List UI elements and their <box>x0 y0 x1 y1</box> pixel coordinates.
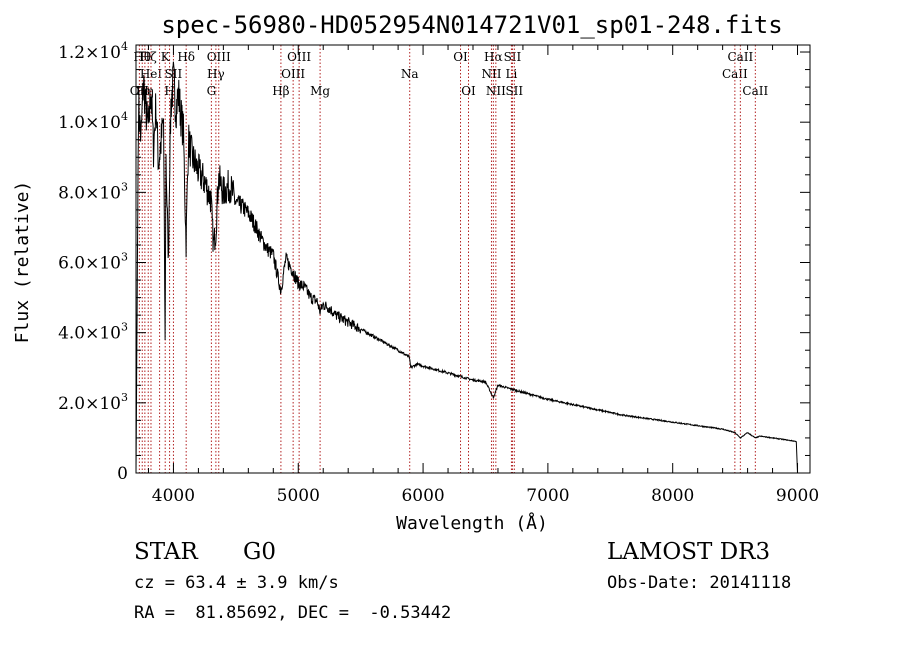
redshift-text: cz = 63.4 ± 3.9 km/s <box>134 573 339 593</box>
x-tick-label: 8000 <box>651 486 694 506</box>
spectral-line-label: SII <box>505 84 523 98</box>
x-tick-label: 9000 <box>776 486 819 506</box>
x-axis-label: Wavelength (Å) <box>396 512 548 534</box>
spectrum-chart: spec-56980-HD052954N014721V01_sp01-248.f… <box>12 11 819 534</box>
x-tick-label: 7000 <box>526 486 569 506</box>
spectral-line-label: Hα <box>484 50 503 64</box>
spectral-line-label: CaII <box>722 67 748 81</box>
spectral-line-label: Hζ <box>140 50 157 64</box>
y-tick-label: 6.0×103 <box>58 251 128 274</box>
x-tick-label: 6000 <box>401 486 444 506</box>
spectral-line-label: OI <box>461 84 476 98</box>
spectral-line-label: SII <box>165 67 183 81</box>
spectral-line-label: Li <box>506 67 518 81</box>
x-tick-label: 4000 <box>152 486 195 506</box>
object-class: STAR <box>134 539 198 565</box>
chart-title: spec-56980-HD052954N014721V01_sp01-248.f… <box>161 11 782 39</box>
y-tick-label: 1.0×104 <box>58 110 128 133</box>
spectral-line-label: OIII <box>207 50 231 64</box>
line-markers: OIIHθHηHζHeIKHSIIHδGHγOIIIHβOIIIOIIIMgNa… <box>130 45 768 473</box>
spectral-line-label: NII <box>481 67 501 81</box>
y-tick-label: 8.0×103 <box>58 180 128 203</box>
spectrum-line <box>135 61 798 474</box>
axes: 4000 5000 6000 7000 8000 9000 0 2.0×103 4.0×103 6… <box>58 40 819 506</box>
spectral-line-label: Hδ <box>177 50 195 64</box>
spectral-line-label: H <box>164 84 174 98</box>
plot-frame <box>135 44 811 474</box>
spectral-line-label: SII <box>504 50 522 64</box>
spectral-line-label: OIII <box>281 67 305 81</box>
spectral-line-label: Hθ <box>133 50 151 64</box>
spectral-line-label: Hγ <box>207 67 225 81</box>
spectral-line-label: CaII <box>727 50 753 64</box>
spectral-line-label: G <box>207 84 217 98</box>
spectral-line-label: Hβ <box>272 84 289 98</box>
spectral-line-label: Na <box>401 67 419 81</box>
spectral-line-label: HeI <box>140 67 163 81</box>
y-axis-label: Flux (relative) <box>12 181 33 344</box>
spectral-line-label: K <box>161 50 171 64</box>
y-tick-label: 1.2×104 <box>58 40 128 63</box>
spectral-line-label: Mg <box>310 84 330 98</box>
survey-label: LAMOST DR3 <box>607 539 771 565</box>
spectral-line-label: CaII <box>742 84 768 98</box>
spectral-line-label: OI <box>453 50 468 64</box>
y-tick-label: 0 <box>117 464 128 484</box>
x-tick-label: 5000 <box>277 486 320 506</box>
y-tick-label: 4.0×103 <box>58 321 128 344</box>
spectrum-series <box>135 61 798 474</box>
obs-date: Obs-Date: 20141118 <box>607 573 792 593</box>
coordinates-text: RA = 81.85692, DEC = -0.53442 <box>134 603 452 623</box>
spectral-line-label: NII <box>486 84 506 98</box>
object-subclass: G0 <box>243 539 277 565</box>
y-tick-label: 2.0×103 <box>58 391 128 414</box>
spectral-line-label: OIII <box>287 50 311 64</box>
